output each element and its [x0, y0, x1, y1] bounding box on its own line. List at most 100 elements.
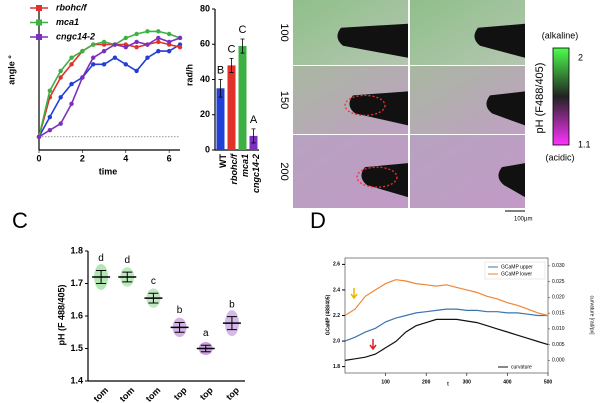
legend-label: curvature — [511, 364, 532, 370]
root — [474, 23, 525, 58]
bar — [216, 88, 225, 150]
point — [69, 101, 74, 107]
significance-letter: d — [98, 253, 104, 264]
point — [145, 42, 150, 47]
y-axis-title: GCaMP (488/405) — [325, 294, 331, 335]
x-tick-label: 400 — [503, 379, 512, 385]
point — [112, 55, 118, 60]
point — [156, 35, 161, 41]
point — [47, 114, 53, 120]
point — [166, 31, 172, 37]
x-tick-label: 300 — [463, 379, 472, 385]
legend-label: GCaMP upper — [501, 264, 533, 270]
colorbar-top-value: 2 — [578, 52, 583, 62]
bar — [238, 46, 247, 151]
arrow — [369, 339, 377, 351]
panel-label: C — [12, 208, 28, 233]
point — [123, 62, 128, 67]
significance-letter: b — [229, 299, 235, 310]
significance-letter: A — [250, 114, 258, 126]
colorbar — [552, 47, 570, 146]
point — [134, 31, 139, 37]
legend-label: mca1 — [56, 17, 79, 27]
point — [58, 95, 63, 100]
x-tick-label: 2 — [80, 153, 85, 163]
point — [47, 128, 53, 133]
point — [69, 81, 74, 87]
point — [123, 44, 128, 50]
y2-tick-label: 0.010 — [552, 326, 565, 332]
point — [156, 48, 161, 54]
series-line — [344, 308, 548, 342]
point — [123, 35, 128, 41]
error-bar — [240, 38, 245, 54]
y-tick-label: 80 — [200, 3, 210, 13]
point — [101, 39, 107, 45]
root — [486, 91, 525, 126]
legend-label: rbohc/f — [56, 2, 88, 12]
significance-letter: a — [203, 328, 209, 339]
point — [177, 35, 183, 41]
y2-axis-title: curvature [rad/px] — [589, 296, 595, 336]
y2-tick-label: 0.000 — [552, 358, 565, 364]
point — [91, 62, 96, 67]
micrograph-panel — [293, 0, 525, 208]
point — [134, 68, 139, 74]
x-tick-label: 500 — [544, 379, 553, 385]
y2-tick-label: 0.020 — [552, 295, 565, 301]
legend-marker — [36, 5, 42, 11]
legend-marker — [36, 34, 42, 40]
row-label: 100 — [278, 23, 290, 41]
error-bar — [200, 344, 211, 353]
point — [91, 42, 96, 47]
error-bar — [251, 128, 256, 144]
point — [112, 42, 118, 47]
y-axis-title: pH (F 488/405) — [56, 284, 66, 345]
y2-tick-label: 0.015 — [552, 310, 565, 316]
x-tick-label: 6 — [167, 153, 172, 163]
y-tick-label: 1.7 — [70, 278, 83, 288]
point — [58, 75, 63, 80]
point — [101, 48, 107, 54]
y-tick-label: 20 — [200, 109, 210, 119]
error-bar — [218, 79, 223, 98]
x-tick-label: top — [172, 385, 189, 402]
significance-letter: d — [124, 255, 130, 266]
point — [166, 39, 172, 45]
colorbar-bottom-note: (acidic) — [545, 152, 574, 162]
x-tick-label: top — [198, 385, 215, 402]
point — [80, 48, 85, 54]
point — [134, 44, 139, 50]
point — [58, 121, 63, 126]
point — [145, 29, 150, 34]
series-line — [344, 318, 549, 361]
y-tick-label: 1.4 — [70, 375, 83, 385]
significance-letter: B — [217, 64, 224, 76]
y-tick-label: 2.2 — [333, 313, 340, 319]
x-tick-label: mca1 — [240, 154, 250, 177]
x-tick-label: top — [224, 385, 241, 402]
point — [47, 88, 53, 93]
error-bar — [122, 271, 133, 283]
y-tick-label: 1.8 — [333, 364, 340, 370]
colorbar-bottom-value: 1.1 — [578, 139, 591, 149]
point — [156, 39, 161, 45]
bar — [227, 65, 236, 150]
y-tick-label: 1.8 — [70, 245, 83, 255]
root — [361, 163, 408, 198]
y2-tick-label: 0.025 — [552, 279, 565, 285]
point — [177, 44, 183, 50]
x-tick-label: tom — [118, 385, 137, 403]
series-line — [344, 279, 549, 317]
legend-marker — [36, 19, 42, 26]
point — [91, 55, 96, 60]
legend-label: GCaMP lower — [501, 271, 532, 277]
roi-circle — [356, 166, 398, 188]
colorbar-title: pH (F488/405) — [534, 63, 546, 134]
roi-circle — [344, 94, 386, 117]
x-tick-label: tom — [144, 385, 163, 403]
x-tick-label: cngc14-2 — [251, 154, 261, 193]
x-axis-title: t — [447, 381, 449, 387]
point — [69, 55, 74, 60]
